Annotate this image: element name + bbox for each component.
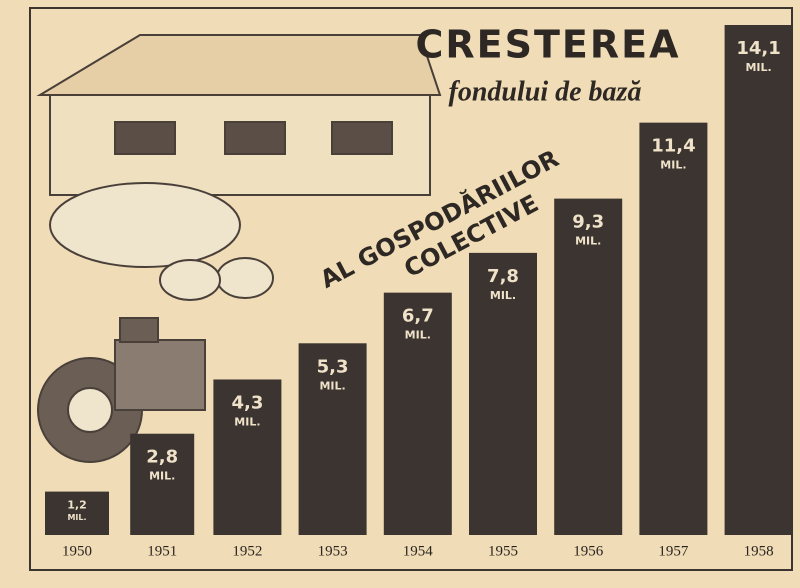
unit-label: MIL. — [67, 513, 86, 522]
unit-label: MIL. — [149, 470, 175, 483]
value-label: 1,2 — [67, 499, 87, 512]
unit-label: MIL. — [745, 61, 771, 74]
x-tick-label: 1954 — [403, 543, 434, 559]
unit-label: MIL. — [405, 329, 431, 342]
unit-label: MIL. — [234, 415, 260, 428]
value-label: 6,7 — [402, 306, 434, 327]
x-tick-label: 1953 — [318, 543, 348, 559]
x-tick-label: 1956 — [573, 543, 604, 559]
unit-label: MIL. — [319, 379, 345, 392]
unit-label: MIL. — [575, 235, 601, 248]
x-tick-label: 1950 — [62, 543, 92, 559]
page: CRESTEREA fondului de bază AL GOSPODĂRII… — [0, 0, 800, 588]
chart-title: CRESTEREA — [416, 23, 681, 67]
value-label: 14,1 — [736, 38, 780, 59]
value-label: 11,4 — [651, 136, 695, 157]
unit-label: MIL. — [660, 159, 686, 172]
value-label: 2,8 — [146, 447, 178, 468]
x-tick-label: 1952 — [232, 543, 262, 559]
value-label: 5,3 — [317, 356, 349, 377]
value-label: 4,3 — [231, 392, 263, 413]
bar — [725, 25, 793, 535]
x-tick-label: 1958 — [744, 543, 774, 559]
bar — [554, 199, 622, 535]
x-tick-label: 1951 — [147, 543, 177, 559]
bar — [639, 123, 707, 535]
value-label: 7,8 — [487, 266, 519, 287]
chart: CRESTEREA fondului de bază AL GOSPODĂRII… — [0, 0, 800, 588]
value-label: 9,3 — [572, 212, 604, 233]
chart-subtitle: fondului de bază — [449, 76, 642, 107]
unit-label: MIL. — [490, 289, 516, 302]
x-tick-label: 1957 — [658, 543, 689, 559]
x-tick-label: 1955 — [488, 543, 518, 559]
